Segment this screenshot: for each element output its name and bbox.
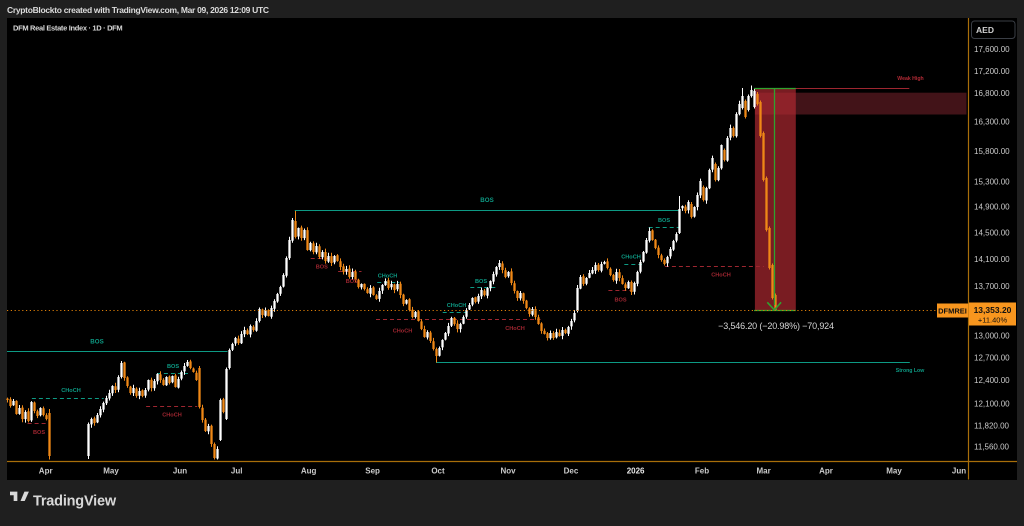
svg-text:Weak High: Weak High (897, 76, 923, 82)
svg-text:15,800.00: 15,800.00 (974, 147, 1010, 156)
svg-text:−3,546.20 (−20.98%) −70,924: −3,546.20 (−20.98%) −70,924 (718, 321, 834, 331)
svg-text:17,200.00: 17,200.00 (974, 67, 1010, 76)
svg-text:BOS: BOS (90, 339, 103, 346)
svg-text:16,800.00: 16,800.00 (974, 89, 1010, 98)
svg-text:16,300.00: 16,300.00 (974, 118, 1010, 127)
svg-text:May: May (886, 467, 902, 476)
svg-text:14,500.00: 14,500.00 (974, 228, 1010, 237)
svg-text:May: May (103, 467, 119, 476)
svg-text:DFM Real Estate Index · 1D · D: DFM Real Estate Index · 1D · DFM (13, 24, 122, 33)
svg-text:14,900.00: 14,900.00 (974, 203, 1010, 212)
svg-text:CHoCH: CHoCH (621, 255, 641, 261)
svg-text:11,560.00: 11,560.00 (974, 443, 1010, 452)
svg-text:CHoCH: CHoCH (61, 388, 81, 394)
svg-text:13,000.00: 13,000.00 (974, 332, 1010, 341)
svg-text:Jun: Jun (173, 467, 187, 476)
svg-text:11,820.00: 11,820.00 (974, 422, 1010, 431)
svg-text:BOS: BOS (475, 279, 487, 285)
svg-text:CHoCH: CHoCH (162, 413, 182, 419)
svg-text:Apr: Apr (39, 467, 53, 476)
svg-text:BOS: BOS (480, 197, 493, 204)
svg-text:CHoCH: CHoCH (393, 329, 413, 335)
svg-text:BOS: BOS (346, 279, 358, 285)
svg-text:AED: AED (976, 25, 994, 35)
svg-text:BOS: BOS (658, 218, 670, 224)
svg-text:Sep: Sep (365, 467, 380, 476)
svg-text:BOS: BOS (614, 298, 626, 304)
svg-text:CHoCH: CHoCH (447, 303, 467, 309)
svg-text:Nov: Nov (500, 467, 516, 476)
svg-text:Feb: Feb (695, 467, 709, 476)
svg-text:12,700.00: 12,700.00 (974, 354, 1010, 363)
svg-text:BOS: BOS (167, 364, 179, 370)
svg-text:Apr: Apr (819, 467, 833, 476)
svg-text:2026: 2026 (627, 467, 645, 476)
svg-text:CryptoBlockto created with Tra: CryptoBlockto created with TradingView.c… (7, 5, 269, 15)
svg-text:13,353.20: 13,353.20 (974, 305, 1012, 315)
svg-text:17,600.00: 17,600.00 (974, 45, 1010, 54)
svg-text:BOS: BOS (316, 265, 328, 271)
svg-text:Aug: Aug (301, 467, 317, 476)
svg-text:Jul: Jul (231, 467, 243, 476)
svg-text:12,400.00: 12,400.00 (974, 376, 1010, 385)
svg-text:+11.40%: +11.40% (978, 316, 1008, 325)
svg-text:12,100.00: 12,100.00 (974, 399, 1010, 408)
svg-text:CHoCH: CHoCH (711, 273, 731, 279)
svg-text:14,100.00: 14,100.00 (974, 255, 1010, 264)
svg-text:TradingView: TradingView (33, 494, 117, 510)
svg-text:Mar: Mar (756, 467, 770, 476)
svg-text:Oct: Oct (431, 467, 445, 476)
svg-text:Jun: Jun (952, 467, 966, 476)
svg-text:13,700.00: 13,700.00 (974, 282, 1010, 291)
svg-text:15,300.00: 15,300.00 (974, 178, 1010, 187)
svg-text:DFMREI: DFMREI (938, 307, 967, 316)
svg-text:BOS: BOS (33, 430, 45, 436)
svg-text:CHoCH: CHoCH (378, 274, 398, 280)
svg-text:CHoCH: CHoCH (505, 326, 525, 332)
svg-text:Strong Low: Strong Low (896, 368, 925, 374)
svg-text:Dec: Dec (564, 467, 579, 476)
